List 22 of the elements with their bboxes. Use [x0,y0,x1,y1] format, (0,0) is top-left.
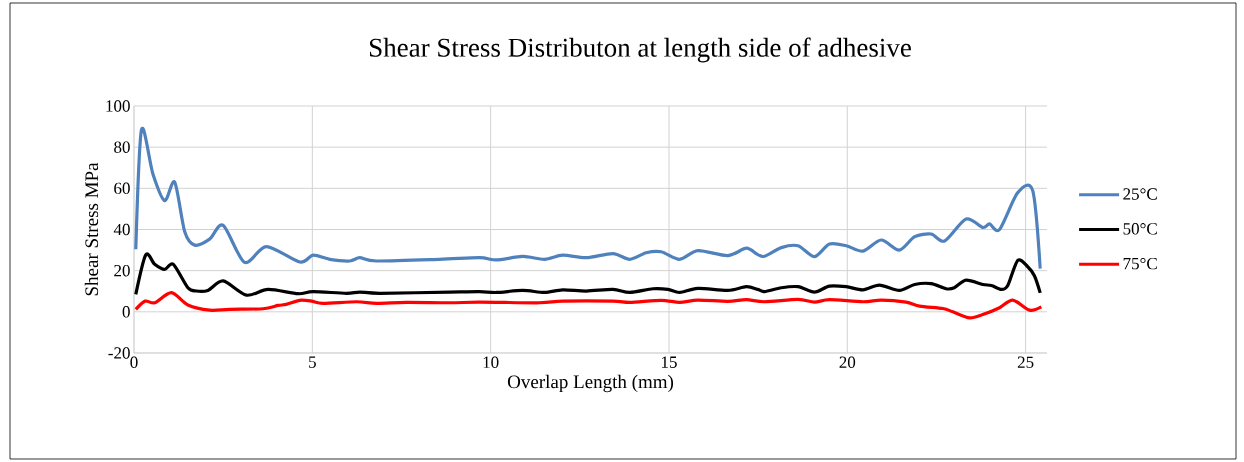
y-tick-label: 60 [114,182,130,195]
line-series [134,252,1042,297]
x-tick-label: 15 [661,356,677,368]
x-tick-label: 10 [483,356,499,368]
y-tick-label: 100 [106,100,130,112]
y-axis-title: Shear Stress MPa [84,162,99,296]
chart-title: Shear Stress Distributon at length side of adhesive [369,37,911,63]
x-tick-label: 5 [309,356,316,368]
legend-label: 25°C [1123,188,1157,200]
x-tick-label: 0 [130,356,138,368]
y-tick-label: 20 [114,264,130,277]
x-tick-label: 20 [839,356,856,368]
line-series [134,128,1042,271]
y-tick-label: 40 [113,223,130,236]
x-tick-label: 25 [1017,356,1034,368]
legend-label: 50°C [1123,223,1157,235]
x-axis-title: Overlap Length (mm) [507,374,674,393]
line-series [134,291,1043,320]
y-tick-label: 0 [122,306,130,318]
y-tick-label: 80 [114,141,130,153]
legend-label: 75°C [1123,257,1157,270]
y-tick-label: -20 [108,347,130,359]
